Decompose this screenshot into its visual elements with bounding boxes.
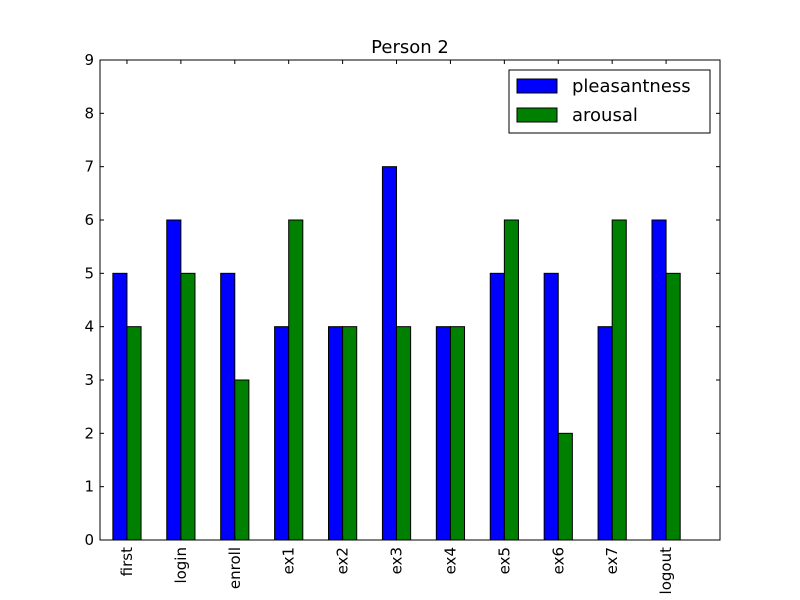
- bar-pleasantness-logout: [651, 219, 667, 541]
- x-tick-label-ex1: ex1: [280, 547, 298, 574]
- x-tick-label-ex2: ex2: [334, 547, 352, 574]
- legend: pleasantness arousal: [508, 69, 711, 134]
- y-axis: 0 1 2 3 4 5 6 7 8 9: [84, 51, 720, 549]
- bar-pleasantness-ex3: [381, 166, 398, 541]
- bar-arousal-ex4: [449, 326, 466, 541]
- bars-layer: [112, 166, 681, 541]
- bar-pleasantness-first: [112, 272, 128, 541]
- bar-pleasantness-login: [166, 219, 182, 541]
- y-tick-label: 8: [84, 104, 94, 122]
- bar-arousal-logout: [665, 272, 681, 541]
- y-tick-label: 7: [84, 158, 94, 176]
- y-tick-label: 0: [84, 531, 94, 549]
- y-tick-label: 1: [84, 478, 94, 496]
- x-tick-label-first: first: [118, 547, 136, 576]
- bar-arousal-ex1: [288, 219, 304, 541]
- y-tick-label: 3: [84, 371, 94, 389]
- bar-arousal-ex2: [342, 326, 358, 541]
- x-axis: first login enroll ex1 ex2 ex3 ex4 ex5 ex6 ex7 log…: [118, 60, 675, 594]
- bar-pleasantness-ex5: [489, 272, 505, 541]
- bar-pleasantness-ex4: [435, 326, 451, 541]
- x-tick-label-login: login: [172, 547, 190, 584]
- bar-arousal-first: [126, 326, 142, 541]
- y-tick-label: 4: [84, 318, 94, 336]
- legend-label-pleasantness: pleasantness: [572, 76, 691, 97]
- bar-pleasantness-enroll: [220, 272, 236, 541]
- bar-arousal-ex3: [396, 326, 412, 541]
- y-tick-label: 2: [84, 424, 94, 442]
- bar-pleasantness-ex1: [274, 326, 290, 541]
- chart-title: Person 2: [371, 37, 449, 58]
- x-tick-label-logout: logout: [657, 547, 675, 595]
- y-tick-label: 9: [84, 51, 94, 69]
- bar-arousal-ex5: [503, 219, 519, 541]
- bar-arousal-login: [180, 272, 196, 541]
- x-tick-label-ex7: ex7: [603, 547, 621, 574]
- legend-swatch-arousal: [516, 107, 558, 123]
- bar-pleasantness-ex2: [328, 326, 344, 541]
- bar-arousal-ex7: [611, 219, 627, 541]
- bar-pleasantness-ex6: [543, 272, 559, 541]
- y-tick-label: 5: [84, 264, 94, 282]
- x-tick-label-ex4: ex4: [441, 547, 459, 574]
- bar-pleasantness-ex7: [597, 326, 613, 541]
- legend-swatch-pleasantness: [516, 78, 558, 94]
- bar-arousal-enroll: [234, 379, 250, 541]
- bar-arousal-ex6: [557, 432, 573, 541]
- x-tick-label-enroll: enroll: [226, 547, 244, 589]
- x-tick-label-ex6: ex6: [549, 547, 567, 574]
- y-tick-label: 6: [84, 211, 94, 229]
- x-tick-label-ex3: ex3: [388, 547, 406, 574]
- legend-label-arousal: arousal: [572, 105, 638, 126]
- x-tick-label-ex5: ex5: [495, 547, 513, 574]
- plot-frame: [99, 59, 721, 541]
